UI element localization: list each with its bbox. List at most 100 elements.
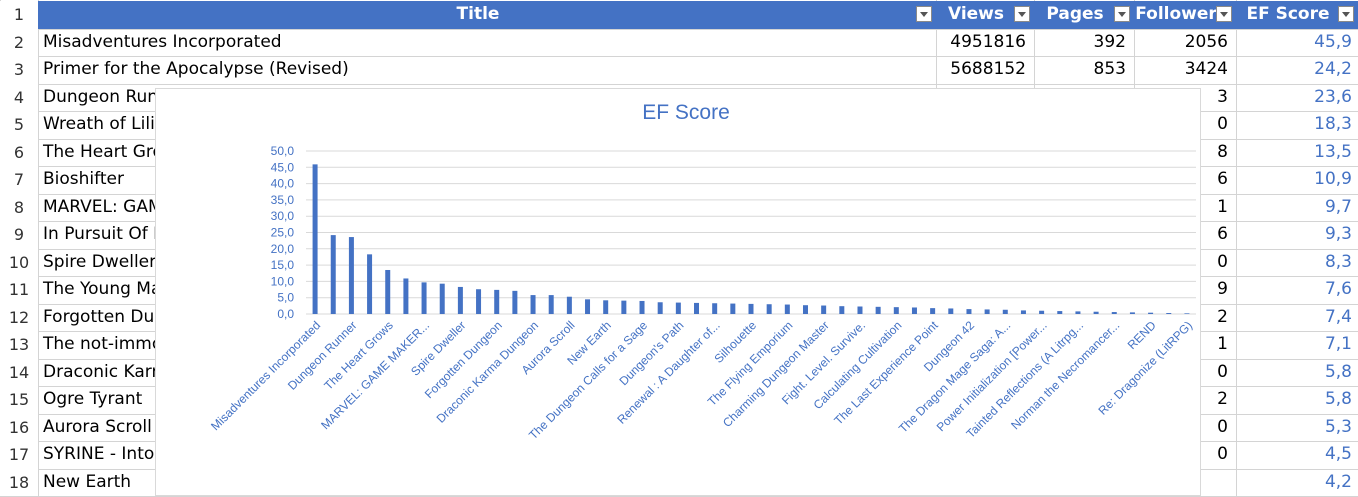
grid-line <box>0 28 1358 30</box>
row-number[interactable]: 18 <box>0 468 38 496</box>
column-header-followers[interactable]: Follower <box>1134 1 1236 29</box>
cell-views[interactable]: 5688152 <box>950 59 1026 79</box>
row-number[interactable]: 2 <box>0 28 38 56</box>
cell-ef-score[interactable]: 9,7 <box>1324 196 1352 217</box>
cell-title[interactable]: Ogre Tyrant <box>43 389 143 409</box>
cell-pages[interactable]: 853 <box>1093 59 1126 79</box>
cell-ef-score[interactable]: 10,9 <box>1314 169 1352 189</box>
y-tick-label: 35,0 <box>271 193 295 207</box>
column-header-pages[interactable]: Pages <box>1034 1 1134 29</box>
row-number[interactable]: 7 <box>0 166 38 194</box>
row-number[interactable]: 10 <box>0 248 38 276</box>
row-number[interactable]: 6 <box>0 138 38 166</box>
filter-dropdown-icon[interactable] <box>1338 6 1354 22</box>
cell-title[interactable]: Draconic Karr <box>43 361 159 382</box>
filter-dropdown-icon[interactable] <box>1216 6 1232 22</box>
cell-ef-score[interactable]: 5,8 <box>1324 361 1352 382</box>
row-number[interactable]: 3 <box>0 56 38 84</box>
cell-followers[interactable]: 1 <box>1217 196 1228 217</box>
cell-title[interactable]: The Young Ma <box>43 279 162 299</box>
column-header-ef[interactable]: EF Score <box>1236 1 1358 29</box>
cell-followers[interactable]: 6 <box>1217 224 1228 244</box>
column-header-title[interactable]: Title <box>38 1 936 29</box>
row-number[interactable]: 9 <box>0 221 38 249</box>
row-number[interactable]: 11 <box>0 276 38 304</box>
cell-ef-score[interactable]: 9,3 <box>1324 224 1352 244</box>
cell-ef-score[interactable]: 24,2 <box>1314 59 1352 79</box>
cell-followers[interactable]: 2 <box>1217 389 1228 409</box>
chart-bar <box>348 237 354 314</box>
cell-ef-score[interactable]: 18,3 <box>1314 114 1352 134</box>
cell-followers[interactable]: 3424 <box>1184 59 1228 79</box>
row-number[interactable]: 14 <box>0 358 38 386</box>
y-tick-label: 15,0 <box>271 258 295 272</box>
chart-title: EF Score <box>642 101 730 124</box>
chart-svg: EF Score 0,0 5,0 10,0 15,0 20,0 25,0 30,0 35,0 40… <box>208 101 1196 442</box>
cell-followers[interactable]: 2056 <box>1184 31 1228 52</box>
cell-title[interactable]: New Earth <box>43 471 132 492</box>
cell-ef-score[interactable]: 23,6 <box>1314 86 1352 107</box>
cell-title[interactable]: Misadventures Incorporated <box>43 31 282 52</box>
cell-title[interactable]: The not-immo <box>43 334 163 354</box>
chart-bar <box>639 300 645 314</box>
cell-title[interactable]: Bioshifter <box>43 169 124 189</box>
chart-bar <box>930 308 936 314</box>
cell-title[interactable]: MARVEL: GAM <box>43 196 163 217</box>
cell-ef-score[interactable]: 13,5 <box>1314 141 1352 162</box>
cell-followers[interactable]: 0 <box>1217 251 1228 272</box>
chart-bar <box>802 305 808 314</box>
cell-title[interactable]: The Heart Gro <box>43 141 163 162</box>
chart-bar <box>875 306 881 314</box>
cell-ef-score[interactable]: 5,8 <box>1324 389 1352 409</box>
row-number[interactable]: 17 <box>0 441 38 469</box>
row-number[interactable]: 4 <box>0 83 38 111</box>
cell-followers[interactable]: 9 <box>1217 279 1228 299</box>
row-number[interactable]: 5 <box>0 111 38 139</box>
row-number[interactable]: 15 <box>0 386 38 414</box>
cell-pages[interactable]: 392 <box>1093 31 1126 52</box>
cell-followers[interactable]: 3 <box>1217 86 1228 107</box>
cell-title[interactable]: SYRINE - Into <box>43 444 155 464</box>
cell-title[interactable]: In Pursuit Of M <box>43 224 168 244</box>
cell-followers[interactable]: 8 <box>1217 141 1228 162</box>
cell-title[interactable]: Forgotten Dun <box>43 306 166 327</box>
cell-ef-score[interactable]: 8,3 <box>1324 251 1352 272</box>
filter-dropdown-icon[interactable] <box>1114 6 1130 22</box>
row-number[interactable]: 8 <box>0 193 38 221</box>
cell-followers[interactable]: 0 <box>1217 361 1228 382</box>
cell-ef-score[interactable]: 4,2 <box>1324 471 1352 492</box>
ef-score-chart[interactable]: EF Score 0,0 5,0 10,0 15,0 20,0 25,0 30,0 35,0 40… <box>155 88 1201 496</box>
cell-ef-score[interactable]: 4,5 <box>1324 444 1352 464</box>
row-number[interactable]: 13 <box>0 331 38 359</box>
cell-views[interactable]: 4951816 <box>950 31 1026 52</box>
cell-followers[interactable]: 0 <box>1217 416 1228 437</box>
chart-bar <box>657 302 663 314</box>
chart-bar <box>675 302 681 314</box>
cell-followers[interactable]: 6 <box>1217 169 1228 189</box>
cell-ef-score[interactable]: 7,1 <box>1324 334 1352 354</box>
cell-followers[interactable]: 1 <box>1217 334 1228 354</box>
filter-dropdown-icon[interactable] <box>1014 6 1030 22</box>
y-tick-label: 10,0 <box>271 274 295 288</box>
cell-ef-score[interactable]: 7,6 <box>1324 279 1352 299</box>
cell-title[interactable]: Dungeon Runn <box>43 86 169 107</box>
chart-bar <box>585 299 591 314</box>
cell-title[interactable]: Primer for the Apocalypse (Revised) <box>43 59 349 79</box>
cell-ef-score[interactable]: 5,3 <box>1324 416 1352 437</box>
cell-ef-score[interactable]: 7,4 <box>1324 306 1352 327</box>
cell-title[interactable]: Wreath of Lili <box>43 114 155 134</box>
cell-followers[interactable]: 0 <box>1217 444 1228 464</box>
row-number[interactable]: 12 <box>0 303 38 331</box>
row-number[interactable]: 16 <box>0 413 38 441</box>
cell-ef-score[interactable]: 45,9 <box>1314 31 1352 52</box>
grid-line <box>0 83 1358 85</box>
x-tick-label: Dungeon's Path <box>616 318 686 388</box>
y-tick-label: 20,0 <box>271 242 295 256</box>
cell-title[interactable]: Spire Dweller <box>43 251 157 272</box>
cell-title[interactable]: Aurora Scroll <box>43 416 152 437</box>
chart-bar <box>984 309 990 314</box>
cell-followers[interactable]: 0 <box>1217 114 1228 134</box>
cell-followers[interactable]: 2 <box>1217 306 1228 327</box>
filter-dropdown-icon[interactable] <box>916 6 932 22</box>
row-number[interactable]: 1 <box>0 1 38 29</box>
